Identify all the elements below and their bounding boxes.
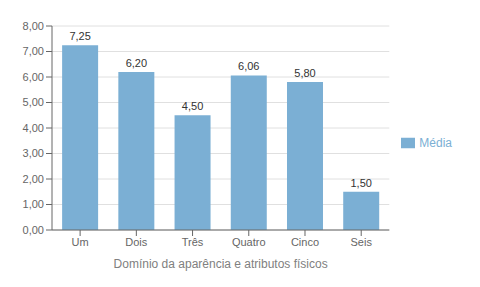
svg-text:Dois: Dois <box>125 236 148 248</box>
svg-text:6,20: 6,20 <box>126 57 147 69</box>
svg-text:Cinco: Cinco <box>291 236 319 248</box>
svg-text:Um: Um <box>72 236 89 248</box>
svg-text:7,00: 7,00 <box>23 45 44 57</box>
svg-text:7,25: 7,25 <box>69 30 90 42</box>
svg-text:2,00: 2,00 <box>23 173 44 185</box>
svg-text:3,00: 3,00 <box>23 147 44 159</box>
html-text:Média: Média <box>419 135 452 150</box>
svg-text:6,06: 6,06 <box>238 60 259 72</box>
svg-text:Quatro: Quatro <box>232 236 266 248</box>
svg-text:1,50: 1,50 <box>351 177 372 189</box>
svg-text:8,00: 8,00 <box>23 20 44 32</box>
svg-text:5,00: 5,00 <box>23 96 44 108</box>
svg-text:5,80: 5,80 <box>294 67 315 79</box>
svg-text:Três: Três <box>182 236 204 248</box>
svg-text:4,50: 4,50 <box>182 100 203 112</box>
svg-text:4,00: 4,00 <box>23 122 44 134</box>
svg-text:Domínio da aparência e atribut: Domínio da aparência e atributos físicos <box>114 257 328 271</box>
svg-text:0,00: 0,00 <box>23 224 44 236</box>
svg-text:1,00: 1,00 <box>23 198 44 210</box>
svg-text:6,00: 6,00 <box>23 71 44 83</box>
svg-text:Seis: Seis <box>351 236 373 248</box>
